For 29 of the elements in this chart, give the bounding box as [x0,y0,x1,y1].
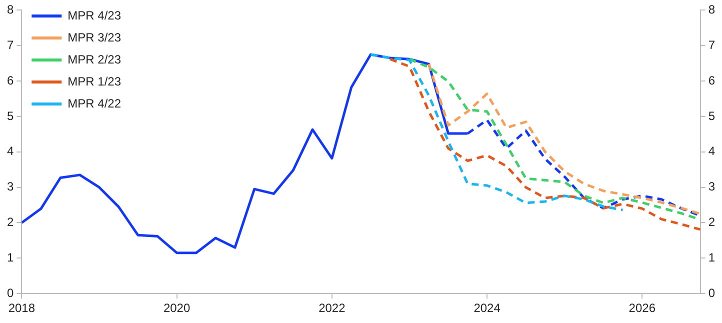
legend-label: MPR 1/23 [68,74,122,88]
y2-tick-label: 7 [708,38,716,52]
x-tick-label: 2020 [163,301,190,316]
y2-tick-label: 0 [708,286,716,300]
y-tick-label: 2 [6,215,14,230]
y2-tick-label: 5 [708,108,716,123]
x-tick-label: 2026 [628,301,656,316]
y-tick-label: 8 [6,2,14,17]
x-tick-label: 2022 [318,301,346,316]
y2-tick-label: 2 [708,215,716,230]
y-tick-label: 6 [6,73,14,88]
x-tick-label: 2024 [474,301,501,316]
y2-tick-label: 4 [708,144,716,158]
y-tick-label: 7 [6,38,14,52]
legend-label: MPR 4/23 [68,8,122,22]
y-tick-label: 4 [6,144,14,158]
y-tick-label: 1 [6,250,14,264]
y-tick-label: 5 [6,108,14,123]
y-tick-label: 3 [6,180,14,194]
x-tick-label: 2018 [8,301,36,316]
y2-tick-label: 1 [708,250,716,264]
y2-tick-label: 3 [708,180,716,194]
y2-tick-label: 6 [708,73,716,88]
legend-label: MPR 3/23 [68,30,122,44]
line-series [369,53,624,212]
legend-label: MPR 2/23 [68,52,122,66]
legend-label: MPR 4/22 [68,96,122,110]
y-tick-label: 0 [6,286,14,300]
y2-tick-label: 8 [708,2,716,17]
